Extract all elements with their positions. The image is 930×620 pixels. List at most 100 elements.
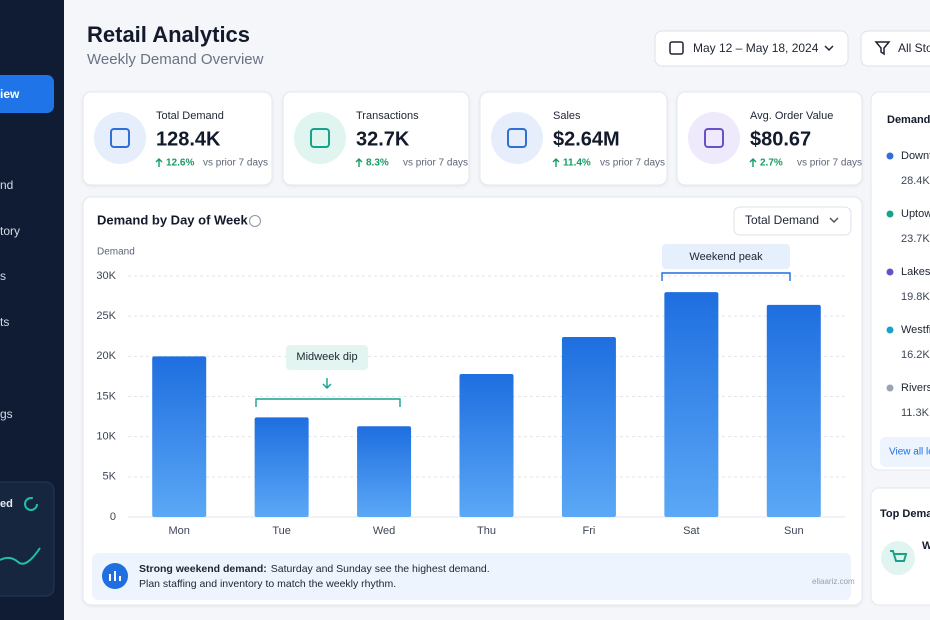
store-value: 19.8K xyxy=(901,291,930,303)
x-tick-label: Fri xyxy=(583,525,596,537)
annotation-bracket xyxy=(255,398,401,407)
view-all-link[interactable]: View all lo xyxy=(889,447,930,458)
filter-button[interactable] xyxy=(860,30,930,67)
kpi-label: Sales xyxy=(553,110,581,122)
date-range: May 12 – May 18, 2024 xyxy=(693,41,819,55)
kpi-icon xyxy=(310,128,330,148)
x-tick-label: Tue xyxy=(272,525,291,537)
y-axis-label: Demand xyxy=(97,247,135,258)
annotation-box xyxy=(662,244,790,269)
widget-label: ed xyxy=(0,498,13,510)
page-subtitle: Weekly Demand Overview xyxy=(87,51,264,68)
kpi-label: Transactions xyxy=(356,110,419,122)
kpi-icon-bg xyxy=(294,112,346,164)
up-arrow xyxy=(155,158,163,167)
insight-line: Plan staffing and inventory to match the… xyxy=(139,578,396,590)
y-tick-label: 0 xyxy=(110,511,116,523)
sidebar-active[interactable] xyxy=(0,75,54,113)
chart-title: Demand by Day of Week xyxy=(97,212,249,227)
cart-icon-bg xyxy=(881,541,915,575)
annotation-bracket xyxy=(661,272,791,281)
kpi-value: $2.64M xyxy=(553,128,620,150)
y-tick-label: 15K xyxy=(96,390,116,402)
kpi-label: Total Demand xyxy=(156,110,224,122)
kpi-icon xyxy=(704,128,724,148)
store-name: Uptow xyxy=(901,208,930,220)
metric-dropdown[interactable] xyxy=(733,206,852,236)
sidebar-item[interactable]: nd xyxy=(0,178,13,192)
insight-bold: Strong weekend demand: xyxy=(139,563,267,575)
bar xyxy=(254,417,309,517)
insight-glyph xyxy=(109,571,121,581)
store-value: 16.2K xyxy=(901,349,930,361)
store-dot xyxy=(886,384,894,392)
kpi-change: 8.3% xyxy=(366,158,389,169)
insight-line: Saturday and Sunday see the highest dema… xyxy=(271,563,490,575)
y-tick-label: 5K xyxy=(103,471,117,483)
store-name: Westfi xyxy=(901,324,930,336)
chevron xyxy=(824,45,834,52)
sidebar-widget xyxy=(0,481,55,597)
kpi-value: $80.67 xyxy=(750,128,811,150)
info-icon[interactable] xyxy=(249,215,261,227)
bar xyxy=(152,356,207,517)
calendar-icon xyxy=(669,41,684,55)
sidebar-item[interactable]: tory xyxy=(0,224,20,238)
annotation-box xyxy=(286,345,368,370)
cart-icon xyxy=(890,550,908,562)
kpi-change: 11.4% xyxy=(563,158,591,169)
kpi-comparison: vs prior 7 days xyxy=(600,158,665,169)
kpi-comparison: vs prior 7 days xyxy=(403,158,468,169)
up-arrow xyxy=(552,158,560,167)
store-value: 11.3K xyxy=(901,407,930,419)
panel-title: Top Dema xyxy=(880,508,930,520)
annotation: Weekend peak xyxy=(689,251,763,263)
store-panel xyxy=(870,91,930,471)
chevron xyxy=(829,217,839,224)
watermark: eliaariz.com xyxy=(812,577,855,586)
store-name: Rivers xyxy=(901,382,930,394)
x-tick-label: Thu xyxy=(477,525,496,537)
sidebar-item[interactable]: iew xyxy=(0,87,20,101)
bar xyxy=(766,304,821,517)
kpi-icon-bg xyxy=(491,112,543,164)
kpi-comparison: vs prior 7 days xyxy=(797,158,862,169)
date-button[interactable] xyxy=(654,30,849,67)
kpi-value: 128.4K xyxy=(156,128,221,150)
store-dot xyxy=(886,268,894,276)
bar xyxy=(664,292,719,517)
up-arrow xyxy=(355,158,363,167)
dropdown-label: Total Demand xyxy=(745,213,819,227)
kpi-change: 2.7% xyxy=(760,158,783,169)
y-tick-label: 25K xyxy=(96,310,116,322)
annotation-arrow xyxy=(322,378,332,389)
sidebar-item[interactable]: s xyxy=(0,269,6,283)
page-title: Retail Analytics xyxy=(87,22,250,47)
x-tick-label: Sun xyxy=(784,525,804,537)
store-name: Downt xyxy=(901,150,930,162)
store-dot xyxy=(886,152,894,160)
annotation: Midweek dip xyxy=(296,351,357,363)
store-dot xyxy=(886,326,894,334)
store-value: 28.4K xyxy=(901,175,930,187)
refresh-icon[interactable] xyxy=(24,497,38,511)
kpi-icon xyxy=(110,128,130,148)
x-tick-label: Sat xyxy=(683,525,700,537)
x-tick-label: Wed xyxy=(373,525,395,537)
sidebar-item[interactable]: gs xyxy=(0,407,13,421)
sidebar-item[interactable]: ts xyxy=(0,315,9,329)
widget-sparkline xyxy=(0,547,41,565)
kpi-comparison: vs prior 7 days xyxy=(203,158,268,169)
up-arrow xyxy=(749,158,757,167)
store-name: Lakesi xyxy=(901,266,930,278)
x-tick-label: Mon xyxy=(169,525,190,537)
insight-text: Strong weekend demand: Saturday and Sunda… xyxy=(139,563,490,575)
y-tick-label: 30K xyxy=(96,270,116,282)
kpi-icon xyxy=(507,128,527,148)
view-all-button[interactable] xyxy=(880,437,930,467)
bar xyxy=(561,337,616,517)
store-value: 23.7K xyxy=(901,233,930,245)
filter-icon xyxy=(874,41,891,56)
